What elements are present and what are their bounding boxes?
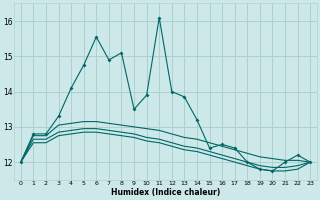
X-axis label: Humidex (Indice chaleur): Humidex (Indice chaleur) [111, 188, 220, 197]
